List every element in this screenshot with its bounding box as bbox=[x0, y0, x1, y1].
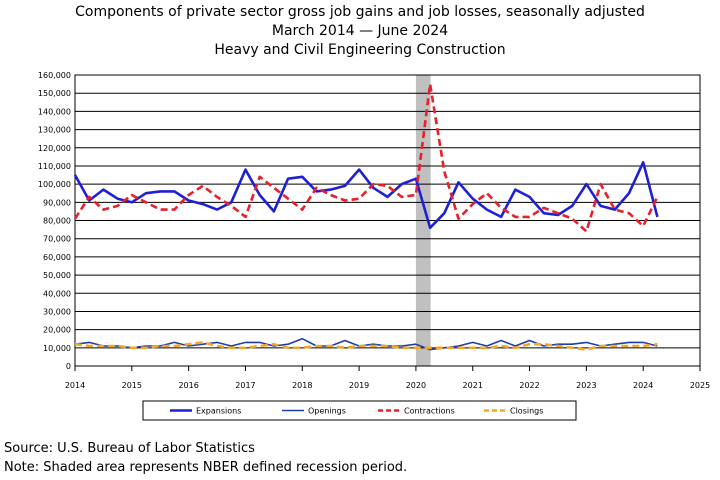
x-tick-label: 2021 bbox=[463, 381, 483, 390]
x-tick-label: 2025 bbox=[690, 381, 710, 390]
x-tick-label: 2017 bbox=[235, 381, 255, 390]
chart-subtitle-dates: March 2014 — June 2024 bbox=[271, 23, 449, 39]
y-tick-label: 10,000 bbox=[43, 344, 71, 353]
y-tick-label: 70,000 bbox=[43, 235, 71, 244]
y-tick-label: 150,000 bbox=[38, 89, 71, 98]
legend-label-expansions: Expansions bbox=[196, 407, 241, 416]
y-tick-label: 90,000 bbox=[43, 198, 71, 207]
y-tick-label: 30,000 bbox=[43, 307, 71, 316]
y-tick-label: 100,000 bbox=[38, 180, 71, 189]
legend-label-openings: Openings bbox=[308, 407, 346, 416]
y-tick-label: 110,000 bbox=[38, 162, 71, 171]
y-tick-label: 60,000 bbox=[43, 253, 71, 262]
y-tick-label: 50,000 bbox=[43, 271, 71, 280]
series-line-contractions bbox=[73, 82, 659, 233]
legend-box bbox=[142, 400, 577, 421]
plot-frame bbox=[74, 74, 701, 367]
x-tick-label: 2016 bbox=[178, 381, 198, 390]
series-line-expansions bbox=[73, 161, 659, 230]
y-tick-label: 0 bbox=[66, 362, 71, 371]
y-tick-label: 80,000 bbox=[43, 217, 71, 226]
x-tick-label: 2015 bbox=[122, 381, 142, 390]
x-tick-label: 2019 bbox=[349, 381, 369, 390]
x-tick-label: 2020 bbox=[406, 381, 426, 390]
legend-label-contractions: Contractions bbox=[404, 407, 455, 416]
x-tick-label: 2018 bbox=[292, 381, 312, 390]
y-tick-label: 160,000 bbox=[38, 71, 71, 80]
chart-titles: Components of private sector gross job g… bbox=[0, 3, 720, 60]
source-note: Source: U.S. Bureau of Labor Statistics bbox=[4, 441, 255, 456]
x-tick-label: 2014 bbox=[65, 381, 85, 390]
y-tick-label: 120,000 bbox=[38, 144, 71, 153]
x-tick-label: 2024 bbox=[633, 381, 653, 390]
y-tick-label: 130,000 bbox=[38, 126, 71, 135]
series-line-closings bbox=[74, 341, 658, 351]
y-tick-label: 140,000 bbox=[38, 107, 71, 116]
series-line-openings bbox=[74, 337, 658, 351]
legend-label-closings: Closings bbox=[510, 407, 543, 416]
recession-note: Note: Shaded area represents NBER define… bbox=[4, 460, 408, 475]
x-tick-label: 2022 bbox=[519, 381, 539, 390]
chart-title: Components of private sector gross job g… bbox=[75, 4, 645, 20]
x-tick-label: 2023 bbox=[576, 381, 596, 390]
y-tick-label: 40,000 bbox=[43, 289, 71, 298]
chart-subtitle-industry: Heavy and Civil Engineering Construction bbox=[214, 42, 506, 58]
y-tick-label: 20,000 bbox=[43, 326, 71, 335]
